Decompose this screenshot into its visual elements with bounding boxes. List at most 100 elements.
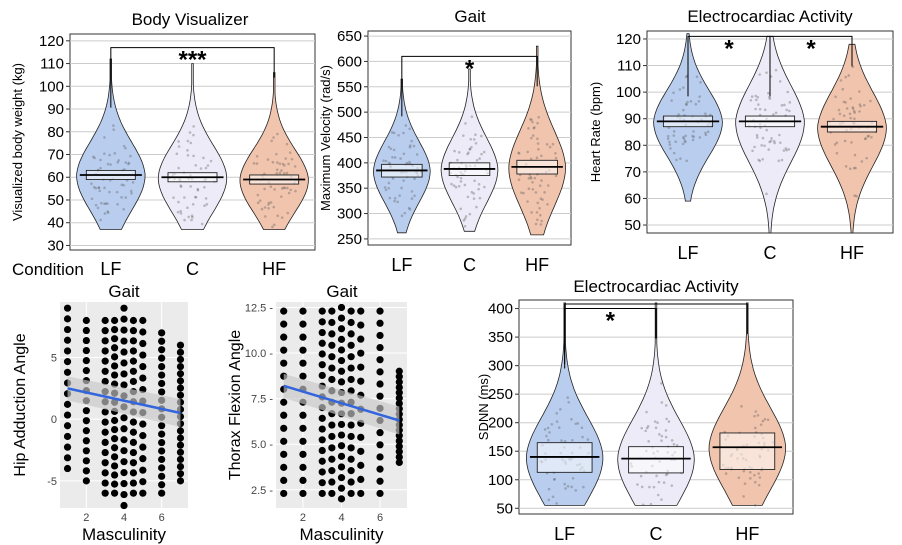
data-point [266, 158, 270, 161]
data-point [391, 177, 395, 180]
data-point [106, 162, 110, 166]
data-point [318, 457, 326, 465]
data-point [847, 74, 851, 77]
data-point [452, 184, 456, 187]
y-tick-label: 350 [337, 180, 362, 197]
data-point [395, 458, 403, 467]
data-point [400, 214, 404, 218]
data-point [294, 189, 297, 193]
data-point [101, 337, 109, 345]
data-point [103, 136, 106, 139]
data-point [666, 137, 670, 141]
data-point [470, 145, 473, 149]
chart-heart_rate: Electrocardiac Activity Heart Rate (bpm) 5… [588, 7, 894, 263]
data-point [685, 103, 688, 107]
data-point [395, 367, 403, 375]
data-point [581, 435, 584, 439]
data-point [387, 145, 391, 149]
data-point [404, 124, 408, 127]
data-point [870, 136, 873, 139]
data-point [706, 130, 710, 134]
data-point [82, 457, 90, 465]
data-point [328, 467, 336, 475]
data-point [347, 341, 355, 349]
y-axis-label: Heart Rate (bpm) [588, 82, 603, 182]
data-point [395, 378, 403, 386]
data-point [760, 143, 763, 147]
data-point [139, 432, 147, 440]
data-point [209, 159, 213, 163]
data-point [139, 489, 147, 497]
data-point [318, 436, 326, 444]
data-point [534, 222, 538, 226]
data-point [477, 187, 480, 191]
data-point [766, 418, 770, 422]
data-point [740, 405, 743, 408]
data-point [263, 172, 266, 176]
data-point [531, 187, 535, 191]
data-point [158, 388, 166, 396]
data-point [665, 417, 668, 421]
significance-marker: *** [178, 47, 207, 74]
data-point [759, 423, 763, 426]
data-point [158, 337, 166, 345]
data-point [179, 185, 183, 189]
data-point [682, 136, 685, 139]
data-point [742, 469, 746, 473]
data-point [116, 161, 120, 164]
data-point [112, 124, 115, 127]
data-point [347, 444, 355, 452]
data-point [318, 446, 326, 455]
data-point [104, 202, 108, 205]
data-point [551, 142, 555, 146]
chart-body_visualizer: Body Visualizer Visualized body weight (k… [10, 10, 316, 279]
data-point [63, 368, 72, 376]
data-point [763, 108, 767, 112]
data-point [176, 470, 185, 478]
data-point [540, 154, 543, 158]
y-tick-label: 10.0 - [245, 348, 273, 360]
y-tick-label: 90 [624, 111, 641, 128]
data-point [675, 158, 678, 162]
data-point [397, 133, 400, 137]
data-point [842, 100, 846, 104]
data-point [559, 407, 562, 411]
data-point [124, 161, 128, 164]
data-point [570, 485, 574, 489]
data-point [478, 196, 482, 200]
data-point [698, 95, 701, 98]
significance-marker: * [806, 35, 816, 62]
data-point [582, 485, 585, 489]
data-point [63, 432, 72, 441]
data-point [704, 133, 708, 137]
data-point [110, 316, 119, 325]
data-point [681, 142, 685, 146]
data-point [103, 186, 106, 190]
data-point [280, 437, 288, 445]
data-point [176, 434, 185, 442]
data-point [103, 152, 106, 155]
data-point [318, 350, 326, 358]
data-point [190, 214, 194, 218]
data-point [263, 206, 267, 209]
data-point [376, 380, 384, 388]
data-point [204, 166, 208, 170]
data-point [640, 485, 644, 489]
data-point [668, 143, 672, 146]
data-point [337, 495, 346, 503]
chart-title: Electrocardiac Activity [573, 277, 739, 296]
y-tick-label: 550 [337, 79, 362, 96]
data-point [553, 478, 556, 481]
condition-label: Condition [12, 260, 84, 279]
data-point [82, 417, 90, 425]
data-point [299, 437, 307, 445]
data-point [554, 151, 557, 155]
data-point [412, 144, 416, 148]
data-point [97, 186, 101, 190]
violin-HF [239, 72, 309, 230]
data-point [101, 316, 109, 325]
data-point [656, 493, 660, 497]
data-point [129, 154, 132, 158]
y-tick-label: 80 [47, 124, 64, 141]
data-point [158, 354, 166, 362]
